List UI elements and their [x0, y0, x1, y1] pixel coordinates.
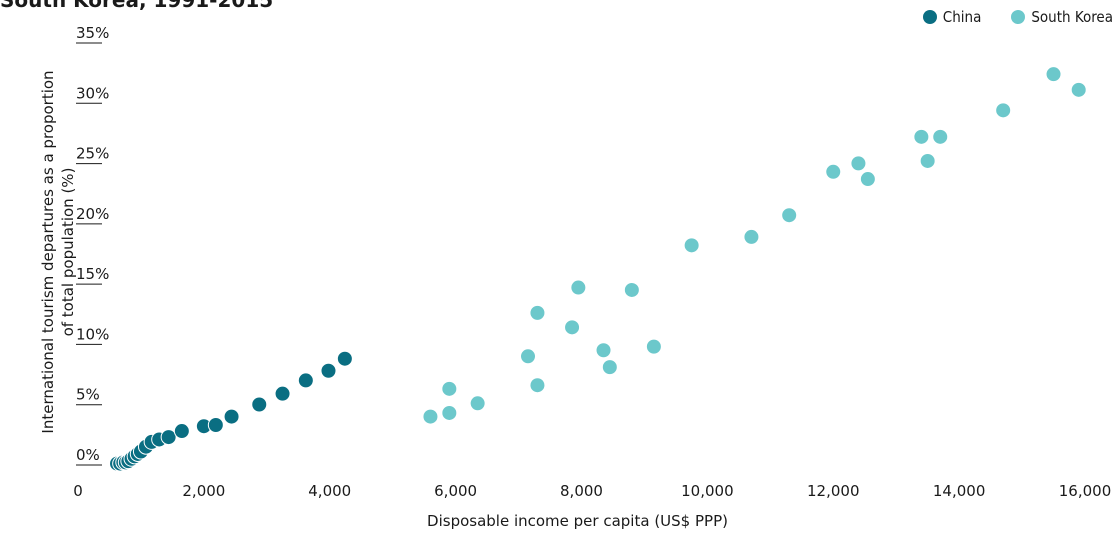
x-tick-label: 14,000 — [933, 482, 986, 500]
data-point-china — [207, 417, 224, 434]
y-tick-label: 0% — [76, 446, 100, 464]
data-point-south-korea — [422, 408, 439, 425]
data-point-south-korea — [932, 128, 949, 145]
data-point-china — [251, 396, 268, 413]
data-point-south-korea — [601, 359, 618, 376]
y-tick-label: 15% — [76, 265, 109, 283]
legend-label-south-korea: South Korea — [1031, 8, 1113, 26]
data-point-south-korea — [570, 279, 587, 296]
data-point-south-korea — [1070, 81, 1087, 98]
x-tick-label: 4,000 — [308, 482, 351, 500]
x-tick-label: 10,000 — [681, 482, 734, 500]
y-tick-label: 25% — [76, 145, 109, 163]
data-point-south-korea — [623, 281, 640, 298]
data-point-china — [336, 350, 353, 367]
y-tick-label: 5% — [76, 386, 100, 404]
x-tick-label: 0 — [73, 482, 83, 500]
x-tick-label: 2,000 — [182, 482, 225, 500]
chart-title: South Korea, 1991-2015 — [0, 0, 274, 12]
data-point-south-korea — [520, 348, 537, 365]
x-tick-label: 6,000 — [434, 482, 477, 500]
data-point-south-korea — [850, 155, 867, 172]
x-tick-label: 16,000 — [1059, 482, 1112, 500]
y-tick-label: 30% — [76, 84, 109, 102]
y-tick-label: 35% — [76, 24, 109, 42]
data-point-south-korea — [529, 304, 546, 321]
data-point-south-korea — [743, 228, 760, 245]
data-point-south-korea — [995, 102, 1012, 119]
legend-label-china: China — [942, 8, 982, 26]
data-point-south-korea — [441, 380, 458, 397]
y-tick-label: 20% — [76, 205, 109, 223]
data-point-china — [274, 385, 291, 402]
data-point-china — [160, 429, 177, 446]
data-point-south-korea — [683, 237, 700, 254]
legend-swatch-south-korea — [1011, 10, 1026, 24]
legend-item-china: China — [922, 8, 982, 26]
data-point-south-korea — [919, 152, 936, 169]
data-point-south-korea — [781, 207, 798, 224]
data-point-south-korea — [595, 342, 612, 359]
legend-item-south-korea: South Korea — [1011, 8, 1113, 26]
legend: China South Korea — [922, 8, 1113, 26]
data-point-south-korea — [1045, 66, 1062, 83]
x-axis-label: Disposable income per capita (US$ PPP) — [427, 512, 728, 530]
data-point-south-korea — [825, 163, 842, 180]
data-point-south-korea — [859, 171, 876, 188]
data-point-china — [320, 362, 337, 379]
x-tick-label: 12,000 — [807, 482, 860, 500]
data-point-south-korea — [469, 395, 486, 412]
data-point-south-korea — [564, 319, 581, 336]
data-point-china — [223, 408, 240, 425]
data-point-south-korea — [913, 128, 930, 145]
data-point-south-korea — [441, 404, 458, 421]
x-tick-label: 8,000 — [560, 482, 603, 500]
data-point-south-korea — [645, 338, 662, 355]
data-point-china — [173, 423, 190, 440]
data-point-south-korea — [529, 377, 546, 394]
y-axis-label: International tourism departures as a pr… — [39, 70, 77, 434]
data-point-china — [297, 372, 314, 389]
legend-swatch-china — [922, 10, 937, 24]
y-tick-label: 10% — [76, 325, 109, 343]
